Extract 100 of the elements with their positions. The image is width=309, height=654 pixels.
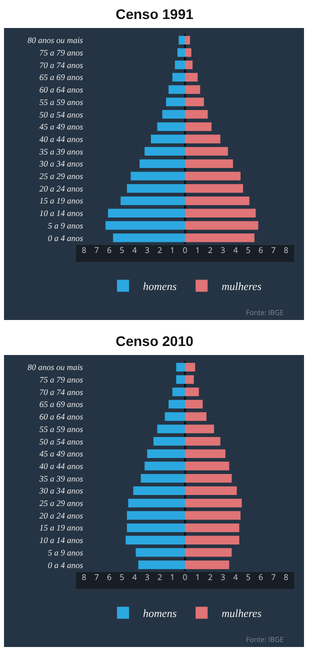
bar bbox=[126, 511, 185, 520]
bar bbox=[108, 208, 185, 218]
bar bbox=[126, 536, 185, 544]
y-tick-label: 80 anos ou mais bbox=[28, 35, 84, 46]
x-tick-label: 6 bbox=[258, 572, 264, 583]
bar bbox=[185, 424, 214, 434]
bar bbox=[185, 234, 254, 242]
bar bbox=[185, 196, 250, 206]
x-tick-label: 5 bbox=[120, 245, 125, 256]
x-tick-label: 5 bbox=[246, 572, 251, 583]
bar bbox=[140, 159, 185, 168]
bar bbox=[153, 436, 185, 446]
y-tick-label: 45 a 49 anos bbox=[39, 122, 84, 132]
bar bbox=[185, 147, 228, 156]
bar bbox=[185, 375, 194, 384]
y-tick-label: 5 a 9 anos bbox=[48, 220, 84, 230]
x-tick-label: 4 bbox=[233, 245, 238, 256]
y-tick-label: 40 a 44 anos bbox=[39, 460, 84, 471]
y-tick-label: 0 a 4 anos bbox=[48, 560, 84, 570]
x-tick-label: 2 bbox=[208, 572, 213, 583]
bar bbox=[185, 412, 206, 421]
y-tick-label: 70 a 74 anos bbox=[39, 60, 84, 70]
y-tick-label: 50 a 54 anos bbox=[39, 109, 84, 120]
y-tick-label: 65 a 69 anos bbox=[39, 399, 84, 410]
y-tick-label: 65 a 69 anos bbox=[39, 72, 84, 82]
bar bbox=[185, 72, 198, 82]
y-tick-label: 45 a 49 anos bbox=[39, 448, 84, 459]
y-tick-label: 55 a 59 anos bbox=[39, 424, 84, 434]
chart-title: Censo 2010 bbox=[114, 332, 194, 351]
y-tick-label: 30 a 34 anos bbox=[38, 486, 84, 496]
y-tick-label: 70 a 74 anos bbox=[39, 386, 84, 397]
bar bbox=[144, 462, 185, 470]
x-tick-label: 3 bbox=[220, 572, 226, 583]
x-tick-label: 5 bbox=[246, 245, 251, 256]
bar bbox=[185, 486, 237, 496]
bar bbox=[162, 110, 185, 119]
bar bbox=[185, 159, 233, 168]
y-tick-label: 35 a 39 anos bbox=[38, 473, 84, 484]
bar bbox=[168, 400, 185, 409]
bar bbox=[185, 523, 240, 532]
x-tick-label: 4 bbox=[132, 245, 138, 256]
x-tick-label: 7 bbox=[271, 245, 276, 256]
legend-label: homens bbox=[143, 608, 177, 620]
bar bbox=[136, 548, 185, 557]
bar bbox=[147, 449, 185, 458]
bar bbox=[144, 147, 185, 156]
x-tick-label: 2 bbox=[208, 245, 213, 256]
x-tick-label: 8 bbox=[82, 572, 87, 583]
bar bbox=[126, 184, 185, 193]
y-tick-label: 25 a 29 anos bbox=[39, 498, 84, 508]
y-tick-label: 10 a 14 anos bbox=[39, 208, 84, 218]
bar bbox=[130, 172, 185, 180]
y-tick-label: 40 a 44 anos bbox=[39, 134, 84, 144]
x-tick-label: 4 bbox=[132, 572, 138, 583]
bar bbox=[185, 122, 212, 131]
x-tick-label: 5 bbox=[120, 572, 125, 583]
x-tick-label: 2 bbox=[157, 572, 162, 583]
bar bbox=[185, 536, 240, 544]
y-tick-label: 25 a 29 anos bbox=[39, 171, 84, 182]
y-tick-label: 30 a 34 anos bbox=[38, 158, 84, 169]
bar bbox=[138, 560, 185, 570]
y-tick-label: 55 a 59 anos bbox=[39, 96, 84, 107]
y-tick-label: 0 a 4 anos bbox=[48, 232, 84, 243]
bar bbox=[133, 486, 185, 496]
y-tick-label: 35 a 39 anos bbox=[38, 146, 84, 156]
bar bbox=[166, 98, 185, 106]
bar bbox=[176, 362, 185, 372]
x-tick-label: 7 bbox=[271, 572, 276, 583]
bar bbox=[150, 134, 185, 144]
x-tick-label: 8 bbox=[284, 245, 289, 256]
bar bbox=[185, 98, 204, 106]
bar bbox=[113, 234, 185, 242]
bar bbox=[176, 375, 185, 384]
y-tick-label: 80 anos ou mais bbox=[28, 362, 84, 372]
bar bbox=[105, 221, 185, 230]
bar bbox=[126, 523, 185, 532]
bar bbox=[177, 48, 185, 57]
bar bbox=[185, 36, 190, 44]
bar bbox=[185, 134, 220, 144]
bar bbox=[128, 498, 185, 508]
legend-label: mulheres bbox=[222, 608, 262, 620]
x-tick-label: 8 bbox=[284, 572, 289, 583]
bar bbox=[168, 85, 185, 94]
chart-title: Censo 1991 bbox=[114, 5, 194, 24]
bar bbox=[157, 424, 185, 434]
bar bbox=[185, 85, 200, 94]
y-tick-label: 15 a 19 anos bbox=[39, 196, 84, 206]
x-tick-label: 3 bbox=[144, 245, 150, 256]
bar bbox=[120, 196, 185, 206]
y-tick-label: 5 a 9 anos bbox=[48, 547, 84, 558]
bar bbox=[185, 400, 203, 409]
y-tick-label: 75 a 79 anos bbox=[39, 374, 84, 385]
x-tick-label: 3 bbox=[144, 572, 150, 583]
bar bbox=[185, 208, 256, 218]
bar bbox=[157, 122, 185, 131]
bar bbox=[185, 548, 232, 557]
bar bbox=[185, 560, 230, 570]
bar bbox=[185, 48, 192, 57]
x-tick-label: 6 bbox=[106, 572, 112, 583]
bar bbox=[185, 184, 244, 193]
